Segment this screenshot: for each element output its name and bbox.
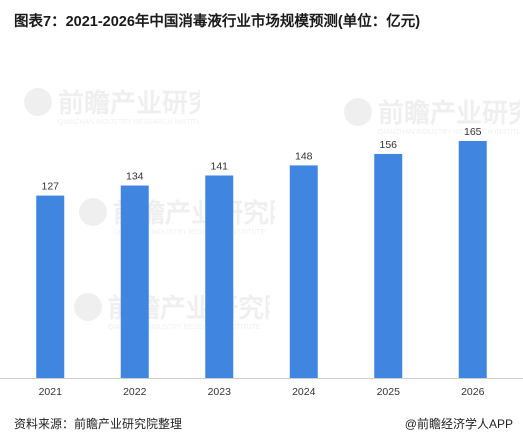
data-label-2021: 127 bbox=[41, 181, 59, 193]
labels-layer: 127 2021 134 2022 141 2023 148 2024 156 2025 165 20… bbox=[39, 126, 485, 398]
x-tick-label-2025: 2025 bbox=[377, 386, 401, 398]
bar-2025 bbox=[374, 153, 403, 378]
data-label-2023: 141 bbox=[210, 160, 228, 172]
bar-2022 bbox=[120, 185, 149, 378]
x-tick-label-2023: 2023 bbox=[208, 386, 232, 398]
data-label-2024: 148 bbox=[295, 150, 313, 162]
data-label-2026: 165 bbox=[464, 126, 482, 138]
x-tick-label-2021: 2021 bbox=[39, 386, 63, 398]
x-tick-label-2022: 2022 bbox=[123, 386, 147, 398]
bar-2021 bbox=[36, 195, 65, 378]
chart-title: 图表7：2021-2026年中国消毒液行业市场规模预测(单位：亿元) bbox=[14, 14, 421, 30]
credit-label: @前瞻经济学人APP bbox=[404, 417, 513, 431]
data-label-2025: 156 bbox=[379, 139, 397, 151]
x-tick-label-2024: 2024 bbox=[292, 386, 316, 398]
bars-layer bbox=[36, 141, 487, 378]
source-note: 资料来源：前瞻产业研究院整理 bbox=[14, 417, 183, 431]
bar-2026 bbox=[458, 141, 487, 378]
x-tick-label-2026: 2026 bbox=[461, 386, 485, 398]
bar-2024 bbox=[289, 165, 318, 378]
data-label-2022: 134 bbox=[126, 171, 144, 183]
bar-2023 bbox=[205, 175, 234, 378]
